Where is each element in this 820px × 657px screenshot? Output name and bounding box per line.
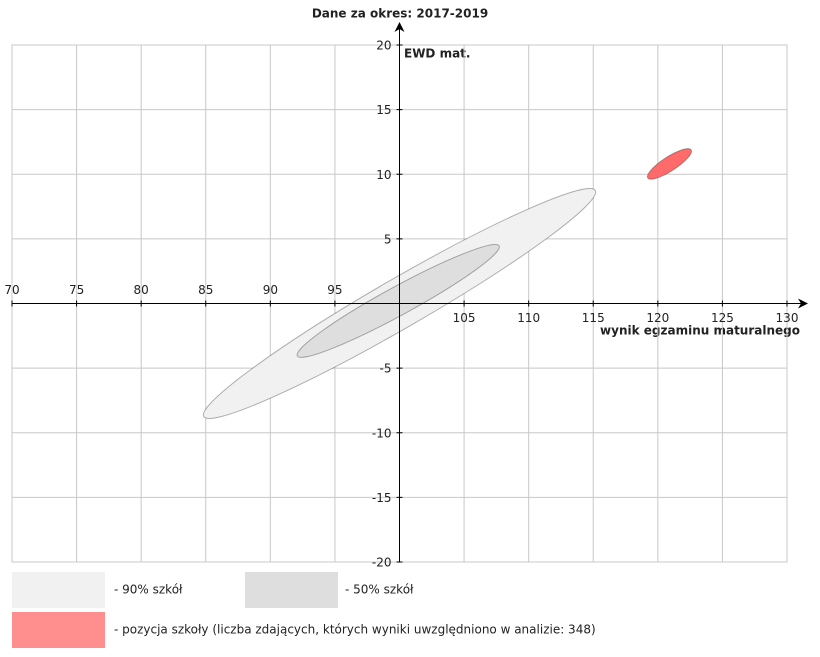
ellipse bbox=[296, 243, 500, 358]
x-tick-label: 85 bbox=[198, 283, 213, 297]
x-axis-label: wynik egzaminu maturalnego bbox=[600, 324, 800, 338]
y-axis-label: EWD mat. bbox=[404, 47, 470, 61]
y-tick-label: -15 bbox=[372, 491, 392, 505]
x-tick-label: 115 bbox=[582, 311, 605, 325]
x-tick-label: 95 bbox=[327, 283, 342, 297]
legend-label: - 90% szkół bbox=[114, 583, 183, 597]
x-tick-label: 70 bbox=[4, 283, 19, 297]
y-tick-label: 20 bbox=[376, 39, 391, 53]
y-tick-label: -10 bbox=[372, 426, 392, 440]
y-tick-label: -20 bbox=[372, 556, 392, 570]
chart-title: Dane za okres: 2017-2019 bbox=[312, 7, 488, 21]
x-tick-label: 75 bbox=[69, 283, 84, 297]
y-tick-label: 15 bbox=[376, 103, 391, 117]
y-tick-label: 5 bbox=[384, 232, 392, 246]
legend-label: - 50% szkół bbox=[345, 583, 414, 597]
x-tick-label: 90 bbox=[263, 283, 278, 297]
y-axis-arrow bbox=[394, 22, 405, 32]
x-axis-arrow bbox=[798, 298, 808, 309]
x-tick-label: 120 bbox=[646, 311, 669, 325]
x-tick-label: 125 bbox=[711, 311, 734, 325]
legend-swatch bbox=[12, 572, 105, 608]
ellipse bbox=[646, 148, 692, 180]
x-tick-label: 80 bbox=[134, 283, 149, 297]
x-tick-label: 130 bbox=[776, 311, 799, 325]
legend-swatch bbox=[245, 572, 338, 608]
legend-label: - pozycja szkoły (liczba zdających, któr… bbox=[114, 623, 596, 637]
x-tick-label: 110 bbox=[517, 311, 540, 325]
y-tick-label: 10 bbox=[376, 168, 391, 182]
legend-swatch bbox=[12, 612, 105, 648]
y-tick-label: -5 bbox=[380, 362, 392, 376]
x-tick-label: 105 bbox=[453, 311, 476, 325]
